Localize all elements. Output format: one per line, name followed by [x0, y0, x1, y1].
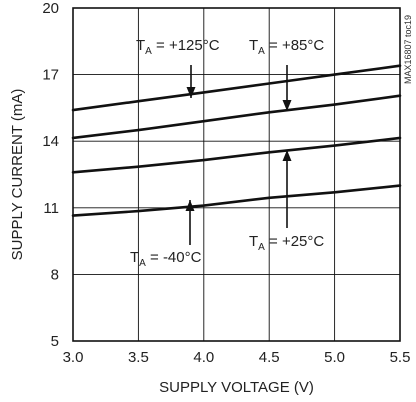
annotation-main: T	[136, 37, 145, 54]
grid	[72, 7, 401, 342]
annotation-arrows	[185, 65, 292, 245]
annotation-value: = +85°C	[265, 37, 325, 54]
annotation-main: T	[130, 249, 139, 266]
annotation-arrow-head	[186, 87, 196, 98]
annotation-label: TA = +25°C	[249, 233, 324, 253]
annotation-value: = -40°C	[146, 249, 202, 266]
annotation-main: T	[249, 37, 258, 54]
x-tick-labels: 3.0 3.5 4.0 4.5 5.0 5.5	[63, 349, 411, 366]
x-tick-label: 4.5	[259, 349, 280, 366]
figure-code: MAX16807 toc19	[403, 15, 413, 84]
x-tick-label: 5.5	[390, 349, 411, 366]
series-line-2	[71, 136, 402, 174]
series-line-0	[71, 64, 402, 112]
y-axis-title: SUPPLY CURRENT (mA)	[9, 89, 26, 261]
annotation-value: = +125°C	[152, 37, 220, 54]
annotation-arrow-head	[282, 150, 292, 161]
annotation-subscript: A	[258, 46, 265, 57]
series-line-3	[71, 184, 402, 217]
annotation-subscript: A	[258, 242, 265, 253]
annotation-value: = +25°C	[265, 233, 325, 250]
annotation-arrow-head	[185, 200, 195, 211]
annotation-subscript: A	[139, 258, 146, 269]
y-tick-label: 20	[42, 0, 59, 17]
annotation-label: TA = +85°C	[249, 37, 324, 57]
x-axis-title: SUPPLY VOLTAGE (V)	[159, 379, 314, 396]
series-lines	[71, 64, 402, 217]
y-tick-label: 17	[42, 67, 59, 84]
y-tick-label: 5	[51, 333, 59, 350]
series-line-1	[71, 94, 402, 140]
annotation-subscript: A	[145, 46, 152, 57]
y-tick-label: 14	[42, 133, 59, 150]
annotations: TA = +125°C TA = +85°CTA = +25°CTA = -40°…	[130, 37, 324, 269]
annotation-label: TA = -40°C	[130, 249, 202, 269]
x-tick-label: 3.0	[63, 349, 84, 366]
annotation-label: TA = +125°C	[136, 37, 220, 57]
annotation-arrow-head	[282, 100, 292, 111]
plot-frame	[72, 7, 401, 342]
x-tick-label: 4.0	[193, 349, 214, 366]
x-tick-label: 5.0	[324, 349, 345, 366]
y-tick-labels: 5 8 11 14 17 20	[42, 0, 59, 350]
y-tick-label: 8	[51, 266, 59, 283]
annotation-main: T	[249, 233, 258, 250]
y-tick-label: 11	[43, 200, 59, 217]
x-tick-label: 3.5	[128, 349, 149, 366]
